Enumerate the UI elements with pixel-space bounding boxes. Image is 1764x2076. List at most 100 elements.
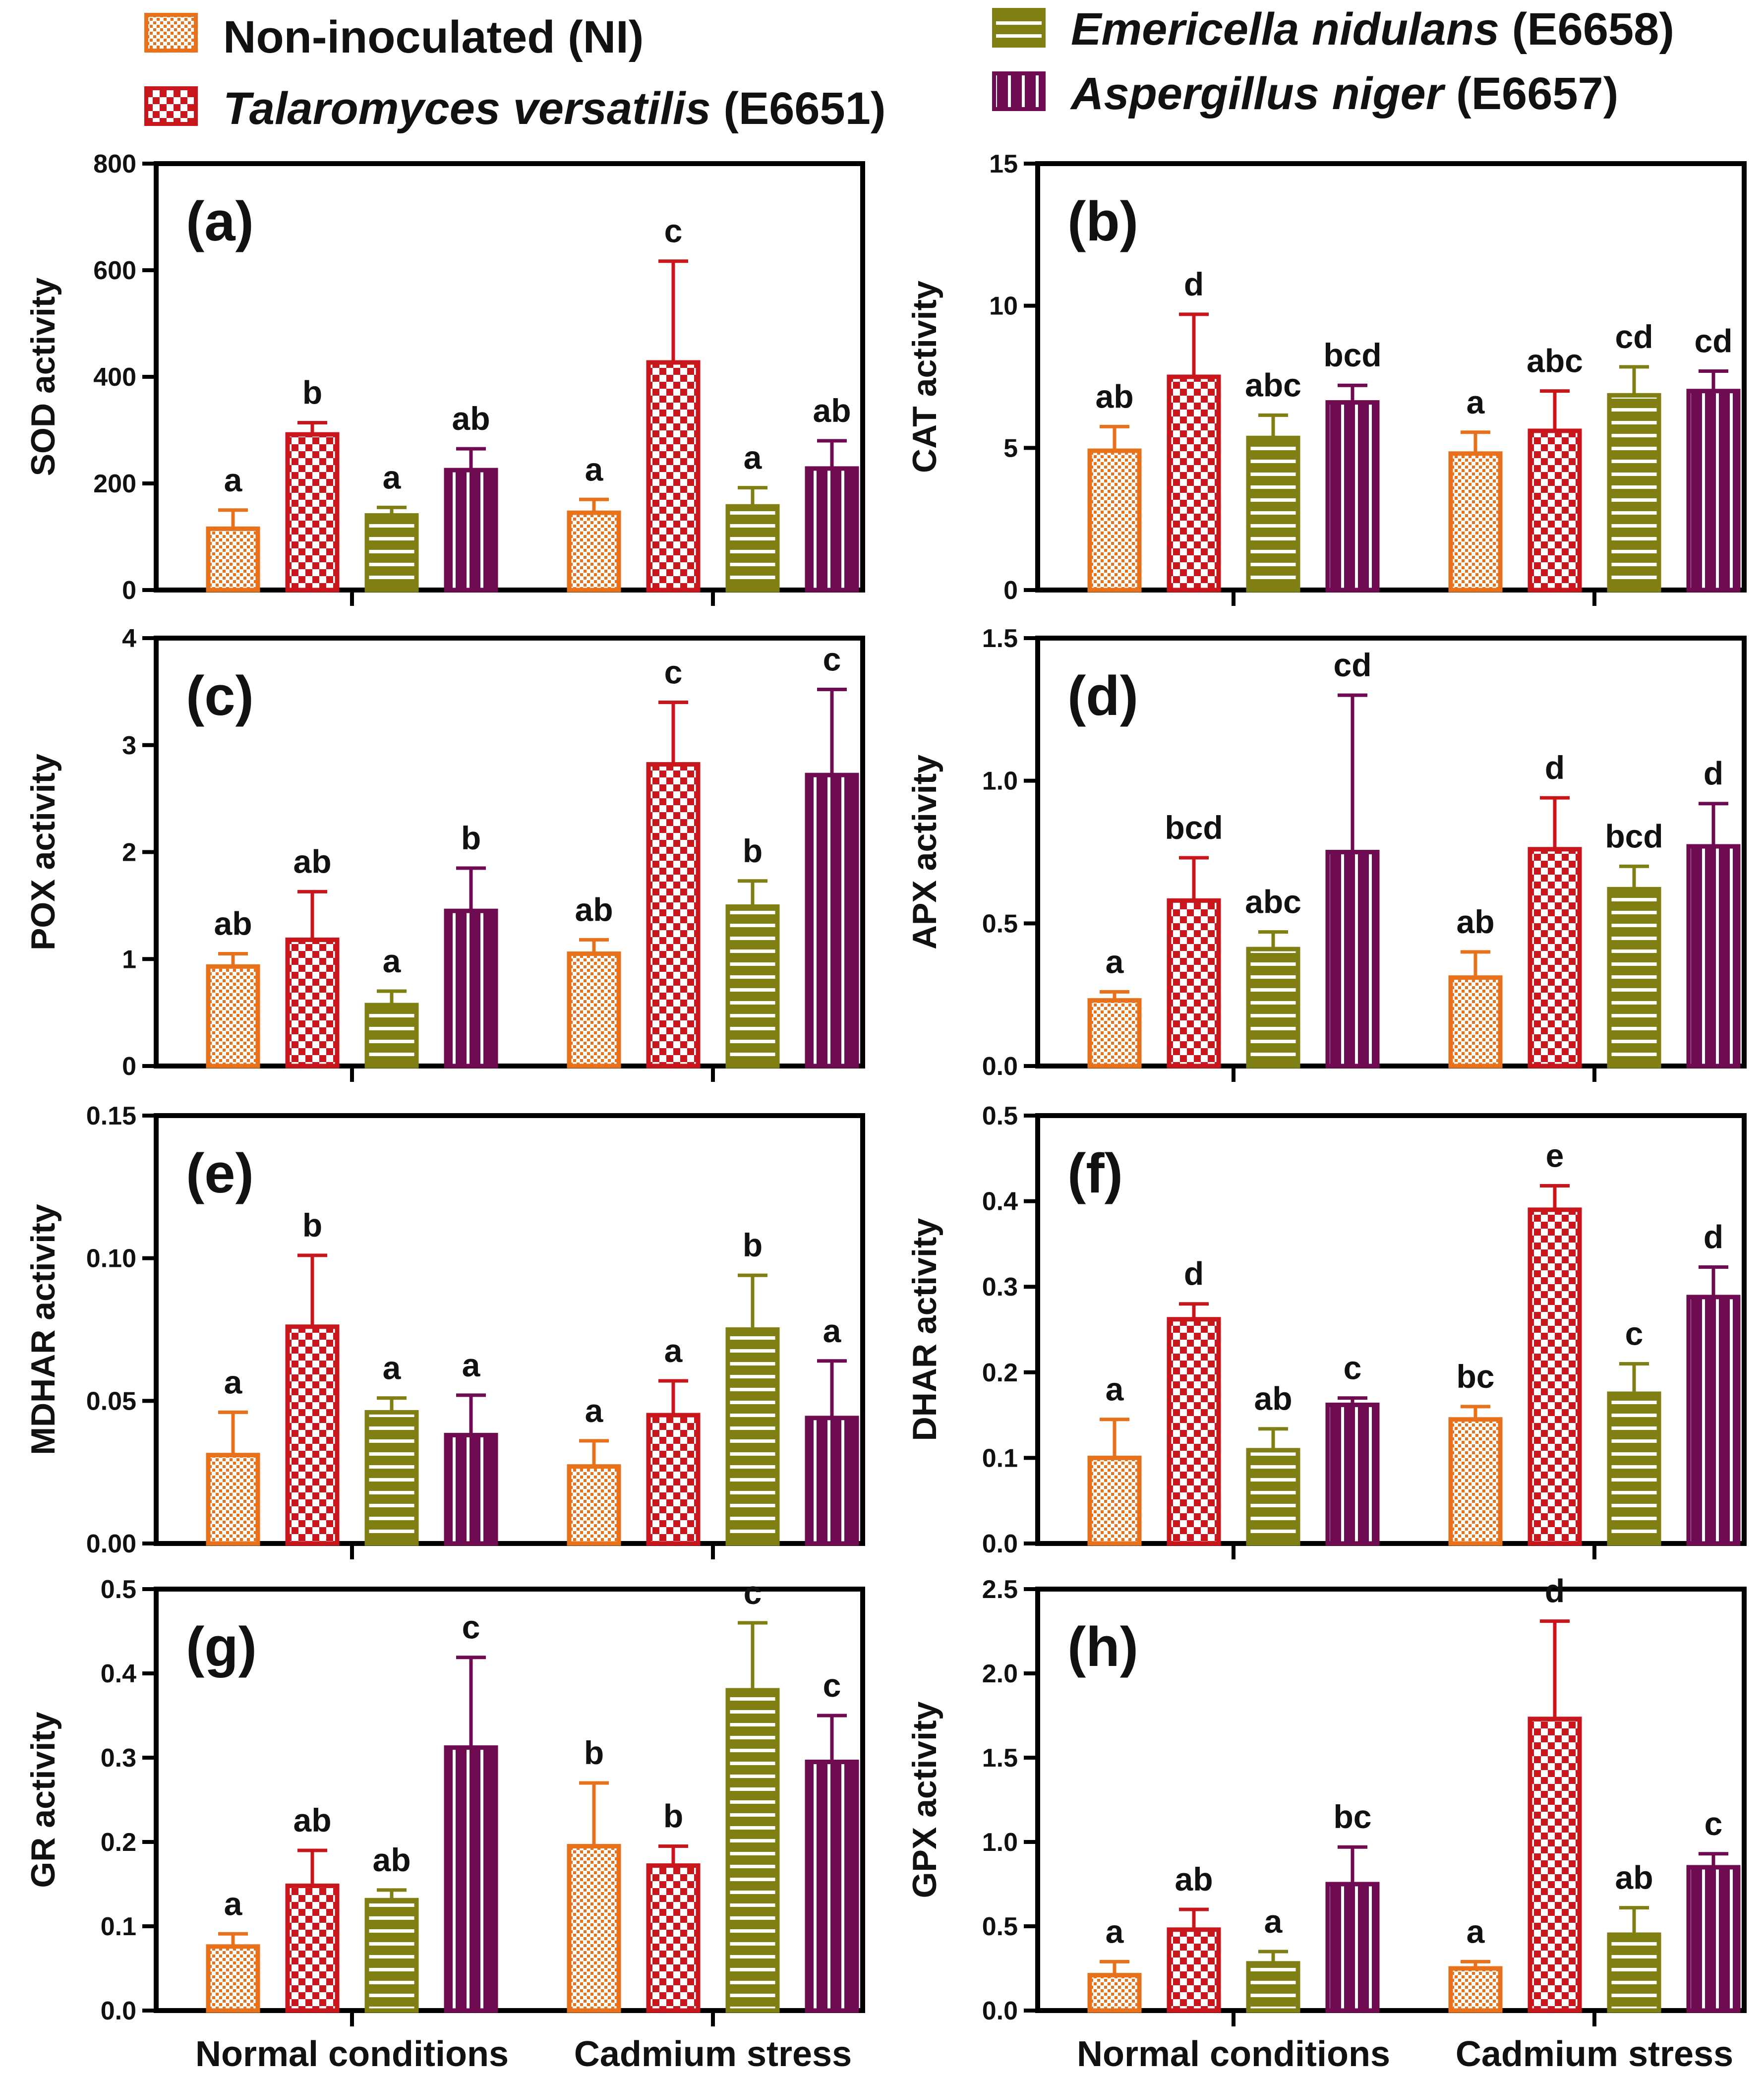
y-axis-title: APX activity (906, 755, 943, 949)
legend-item-ni: Non-inoculated (NI) (144, 12, 644, 62)
bar-e6658-normal (364, 513, 419, 593)
panel-tag: (c) (186, 665, 254, 727)
bar-e6651-cadmium (1528, 1717, 1582, 2013)
bar-e6651-normal (1167, 898, 1221, 1068)
y-tick-label: 0.4 (101, 1660, 136, 1688)
significance-letter: a (1467, 384, 1485, 420)
significance-letter: d (1184, 266, 1204, 302)
bar-group-e6657-cadmium: c (1686, 1805, 1741, 2013)
bar-ni-normal (206, 526, 260, 593)
bar-ni-cadmium (1448, 451, 1503, 593)
panel-tag: (d) (1067, 665, 1138, 727)
bar-group-e6651-cadmium: abc (1527, 343, 1583, 593)
bar-e6657-cadmium (1686, 844, 1741, 1068)
y-tick-label: 0.0 (982, 1052, 1018, 1081)
significance-letter: ab (1615, 1859, 1653, 1896)
y-tick-label: 0.0 (101, 1997, 136, 2025)
panel-tag: (a) (186, 190, 254, 252)
bar-group-e6657-normal: bc (1325, 1798, 1380, 2013)
chart-panel-d: 0.0 0.5 1.0 1.5 APX activity (d) a ab bcd d abc bcd… (906, 624, 1747, 1082)
bar-ni-cadmium (567, 1464, 621, 1546)
y-tick-label: 0.15 (86, 1102, 136, 1130)
y-tick-label: 0 (122, 576, 136, 605)
bar-e6657-cadmium (805, 1760, 859, 2013)
significance-letter: c (1344, 1350, 1362, 1386)
bar-e6657-normal (444, 1432, 498, 1546)
bar-group-ni-cadmium: ab (567, 891, 621, 1068)
y-tick-label: 2 (122, 838, 136, 867)
bar-e6658-normal (1246, 1448, 1300, 1546)
legend-swatch-e6658 (992, 8, 1046, 48)
bar-e6651-normal (285, 937, 340, 1068)
y-tick-label: 1.5 (982, 1744, 1018, 1773)
y-tick-label: 0.00 (86, 1530, 136, 1558)
bar-group-e6657-normal: c (444, 1609, 498, 2013)
significance-letter: cd (1333, 647, 1371, 683)
significance-letter: ab (1095, 378, 1133, 415)
bar-group-e6657-cadmium: c (805, 641, 859, 1068)
legend-item-e6657: Aspergillus niger (E6657) (992, 68, 1618, 119)
bar-group-e6658-normal: ab (364, 1841, 419, 2013)
y-tick-label: 4 (122, 624, 136, 653)
bar-group-e6658-cadmium: cd (1607, 318, 1661, 593)
x-tick-label-cadmium: Cadmium stress (1456, 2034, 1733, 2074)
bar-group-ni-cadmium: bc (1448, 1358, 1503, 1546)
bar-ni-cadmium (1448, 1966, 1503, 2013)
bar-group-e6658-cadmium: ab (1607, 1859, 1661, 2013)
bar-e6658-cadmium (1607, 1391, 1661, 1546)
bar-e6651-normal (285, 1883, 340, 2013)
bar-ni-cadmium (567, 951, 621, 1068)
bar-group-e6651-cadmium: c (646, 653, 701, 1068)
chart-panel-h: 0.0 0.5 1.0 1.5 2.0 2.5 GPX activity (h) Normal … (906, 1573, 1747, 2074)
y-tick-label: 1.5 (982, 624, 1018, 653)
y-tick-label: 1 (122, 945, 136, 974)
bar-e6657-normal (1325, 400, 1380, 593)
legend-label-e6658: Emericella nidulans (E6658) (1071, 4, 1674, 55)
significance-letter: a (224, 462, 243, 498)
y-tick-label: 0.1 (101, 1912, 136, 1941)
significance-letter: d (1184, 1255, 1204, 1292)
y-tick-label: 0.2 (101, 1828, 136, 1857)
y-tick-label: 0.2 (982, 1359, 1018, 1387)
bar-group-e6651-cadmium: d (1528, 749, 1582, 1068)
bar-group-ni-normal: a (1087, 1913, 1142, 2013)
significance-letter: bcd (1605, 818, 1663, 854)
bar-group-e6651-cadmium: b (646, 1798, 701, 2013)
significance-letter: ab (293, 1802, 331, 1839)
significance-letter: c (744, 1574, 762, 1611)
bar-group-e6657-normal: cd (1325, 647, 1380, 1068)
bar-e6658-cadmium (725, 504, 780, 593)
y-tick-label: 800 (93, 150, 136, 178)
bar-group-e6658-normal: a (364, 1350, 419, 1546)
significance-letter: ab (372, 1841, 411, 1878)
bar-group-e6651-normal: ab (285, 1802, 340, 2013)
significance-letter: ab (1456, 903, 1494, 940)
bar-group-e6658-normal: a (364, 459, 419, 593)
bar-group-e6651-cadmium: a (646, 1332, 701, 1546)
y-axis-title: CAT activity (906, 281, 943, 473)
bar-e6658-cadmium (725, 904, 780, 1068)
bar-group-ni-normal: a (1087, 943, 1142, 1068)
bar-group-e6658-cadmium: a (725, 439, 780, 593)
significance-letter: d (1704, 755, 1723, 792)
bar-group-e6651-normal: ab (1167, 1861, 1221, 2013)
significance-letter: ab (293, 843, 331, 880)
legend-swatch-e6657 (992, 71, 1046, 111)
bar-group-e6657-cadmium: d (1686, 755, 1741, 1068)
bar-group-e6657-normal: a (444, 1347, 498, 1546)
significance-letter: bcd (1165, 809, 1223, 846)
bar-group-ni-cadmium: a (567, 451, 621, 593)
significance-letter: ab (452, 400, 490, 437)
bar-group-ni-cadmium: a (1448, 384, 1503, 593)
bar-group-e6651-normal: d (1167, 266, 1221, 593)
bar-e6657-normal (444, 1745, 498, 2013)
bar-e6651-cadmium (1528, 847, 1582, 1068)
significance-letter: a (224, 1364, 243, 1400)
panel-tag: (f) (1067, 1142, 1123, 1204)
significance-letter: bc (1456, 1358, 1494, 1395)
y-tick-label: 0.3 (101, 1744, 136, 1773)
significance-letter: a (664, 1332, 683, 1369)
bar-group-ni-normal: a (206, 1364, 260, 1546)
panel-tag: (e) (186, 1142, 254, 1204)
